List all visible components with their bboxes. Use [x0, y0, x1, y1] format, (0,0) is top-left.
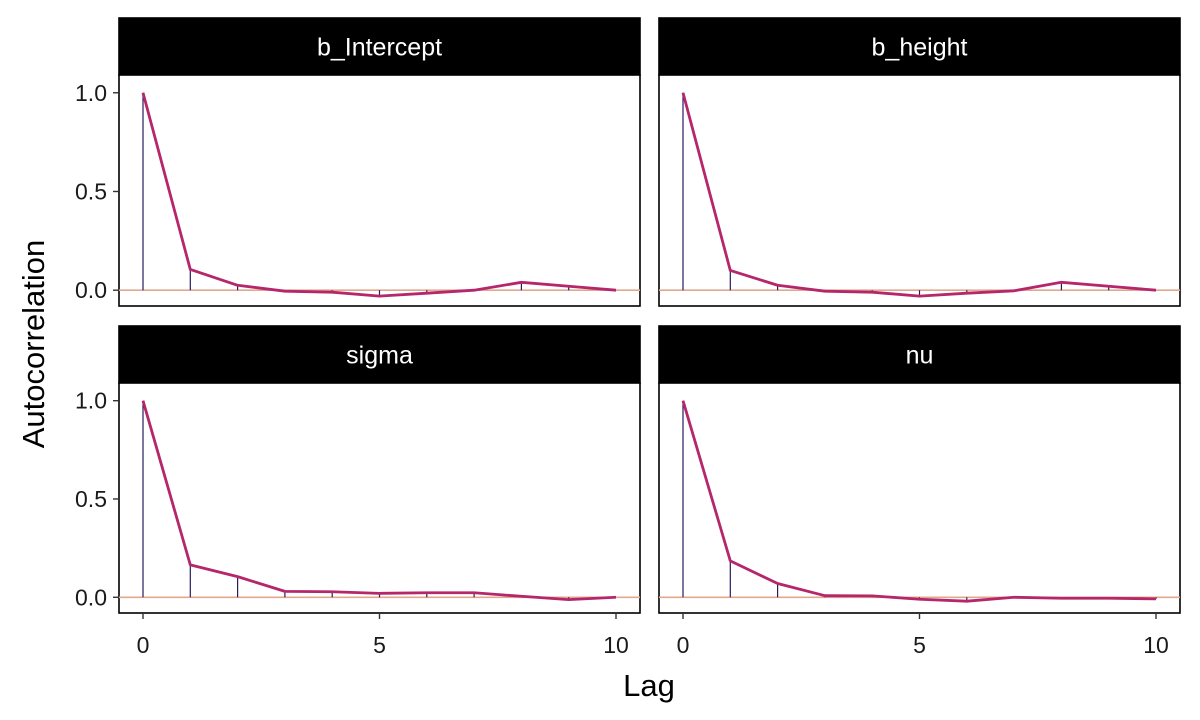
x-tick-label: 5 [373, 632, 386, 658]
acf-series-line [141, 400, 617, 602]
x-tick-label: 0 [137, 632, 150, 658]
y-tick-label: 0.5 [75, 486, 107, 512]
facet-strip-label: b_height [872, 34, 968, 62]
acf-series-line [141, 92, 617, 298]
panel-frame [118, 74, 641, 307]
panel-frame [658, 74, 1181, 307]
x-tick-label: 10 [1143, 632, 1169, 658]
facet-strip-label: sigma [346, 342, 413, 370]
facet-strip-label: nu [906, 342, 934, 370]
acf-series-line [681, 400, 1157, 603]
panel-frame [658, 382, 1181, 614]
y-tick-label: 0.0 [75, 584, 107, 610]
facet-panel-b_Intercept: b_Intercept 0.0 0.5 1.0 [75, 17, 641, 307]
facet-strip [658, 17, 1181, 76]
y-axis-title: Autocorrelation [16, 240, 51, 449]
facet-strip [118, 17, 641, 76]
facet-panel-sigma: sigma 0.0 0.5 1.0 0 5 10 [75, 325, 641, 658]
x-tick-label: 10 [603, 632, 629, 658]
y-tick-label: 1.0 [75, 80, 107, 106]
y-tick-label: 0.0 [75, 277, 107, 303]
y-tick-label: 0.5 [75, 178, 107, 204]
facet-panel-nu: nu 0 5 10 [658, 325, 1181, 658]
acf-series-line [681, 92, 1157, 298]
y-tick-label: 1.0 [75, 388, 107, 414]
facet-strip [118, 325, 641, 384]
x-tick-label: 5 [913, 632, 926, 658]
facet-strip-label: b_Intercept [317, 34, 442, 62]
facet-panel-b_height: b_height [658, 17, 1181, 307]
x-tick-label: 0 [677, 632, 690, 658]
facet-strip [658, 325, 1181, 384]
x-axis-title: Lag [623, 668, 675, 703]
panel-frame [118, 382, 641, 614]
